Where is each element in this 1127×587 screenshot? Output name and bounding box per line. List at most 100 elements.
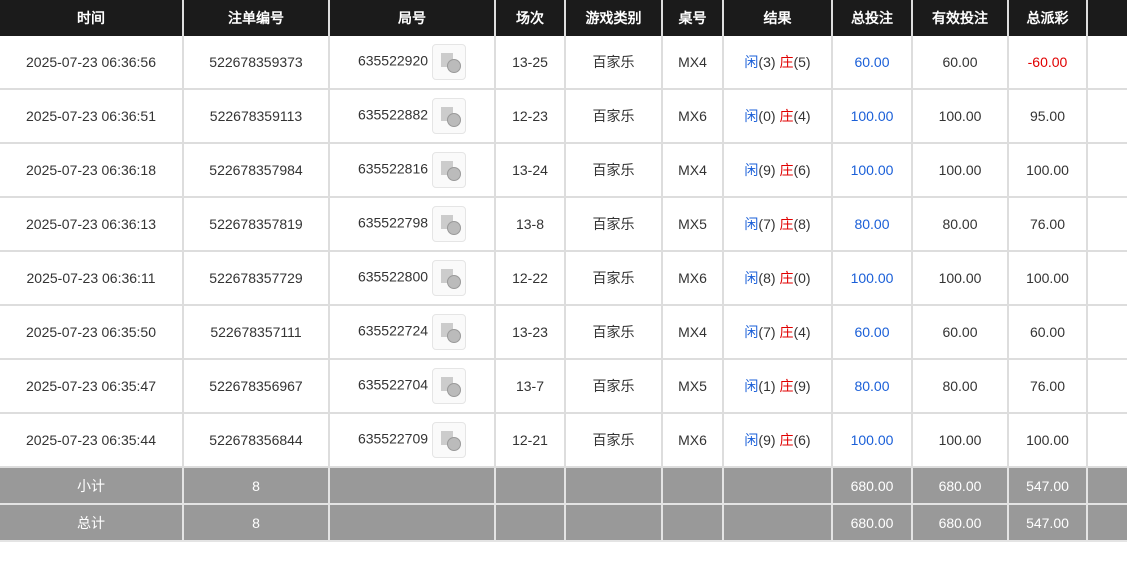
subtotal-payout: 547.00 [1007,467,1088,505]
video-replay-icon[interactable] [432,314,467,350]
player-score: (8) [758,270,776,286]
session-cell: 13-7 [494,359,566,414]
round-number-cell: 635522724 [328,305,496,360]
order-number-cell: 522678357984 [182,143,330,198]
valid-bet-cell: 80.00 [911,359,1009,414]
payout-cell: 100.00 [1007,251,1088,306]
valid-bet-cell: 100.00 [911,143,1009,198]
header-order-number: 注单编号 [183,0,330,36]
subtotal-row: 小计 8 680.00 680.00 547.00 [0,467,1127,505]
session-cell: 13-24 [494,143,566,198]
result-cell: 闲(7) 庄(8) [722,197,833,252]
round-number-cell: 635522798 [328,197,496,252]
video-replay-icon[interactable] [432,260,467,296]
result-cell: 闲(8) 庄(0) [722,251,833,306]
player-score: (0) [758,108,776,124]
payout-cell: 100.00 [1007,413,1088,468]
table-header: 时间 注单编号 局号 场次 游戏类别 桌号 结果 总投注 有效投注 总派彩 [0,0,1127,36]
total-bet-cell: 100.00 [831,251,913,306]
round-number-cell: 635522709 [328,413,496,468]
table-number-cell: MX4 [661,305,724,360]
empty-cell [494,467,566,505]
player-label: 闲 [744,108,759,124]
banker-score: (9) [793,378,811,394]
empty-cell [661,504,724,542]
empty-cell [1086,504,1127,542]
order-number-cell: 522678356844 [182,413,330,468]
time-cell: 2025-07-23 06:36:56 [0,36,184,90]
header-result: 结果 [723,0,833,36]
time-cell: 2025-07-23 06:35:50 [0,305,184,360]
video-replay-icon[interactable] [432,368,467,404]
game-type-cell: 百家乐 [564,36,663,90]
time-cell: 2025-07-23 06:36:18 [0,143,184,198]
time-cell: 2025-07-23 06:36:51 [0,89,184,144]
result-cell: 闲(0) 庄(4) [722,89,833,144]
total-count: 8 [182,504,330,542]
empty-cell [328,467,496,505]
player-score: (1) [758,378,776,394]
table-row: 2025-07-23 06:36:11 522678357729 6355228… [0,251,1127,306]
payout-cell: 100.00 [1007,143,1088,198]
bet-records-table: 时间 注单编号 局号 场次 游戏类别 桌号 结果 总投注 有效投注 总派彩 2025-07-23 … [0,0,1127,542]
empty-cell [1086,413,1127,468]
banker-label: 庄 [779,108,794,124]
round-number: 635522798 [357,214,429,231]
total-payout: 547.00 [1007,504,1088,542]
valid-bet-cell: 60.00 [911,305,1009,360]
valid-bet-cell: 100.00 [911,251,1009,306]
order-number-cell: 522678356967 [182,359,330,414]
order-number-cell: 522678359113 [182,89,330,144]
video-replay-icon[interactable] [432,206,467,242]
round-number: 635522816 [357,160,429,177]
empty-cell [722,504,833,542]
result-cell: 闲(3) 庄(5) [722,36,833,90]
video-replay-icon[interactable] [432,152,467,188]
time-cell: 2025-07-23 06:36:11 [0,251,184,306]
order-number-cell: 522678357819 [182,197,330,252]
banker-score: (4) [793,324,811,340]
payout-cell: -60.00 [1007,36,1088,90]
round-number: 635522704 [357,376,429,393]
total-bet-cell: 100.00 [831,413,913,468]
banker-score: (6) [793,162,811,178]
table-number-cell: MX6 [661,251,724,306]
banker-label: 庄 [779,54,794,70]
player-label: 闲 [744,378,759,394]
session-cell: 13-25 [494,36,566,90]
table-row: 2025-07-23 06:36:51 522678359113 6355228… [0,89,1127,144]
result-cell: 闲(9) 庄(6) [722,413,833,468]
player-label: 闲 [744,54,759,70]
player-score: (7) [758,324,776,340]
banker-score: (8) [793,216,811,232]
video-replay-icon[interactable] [432,422,467,458]
table-number-cell: MX6 [661,413,724,468]
game-type-cell: 百家乐 [564,359,663,414]
header-game-type: 游戏类别 [565,0,663,36]
result-cell: 闲(1) 庄(9) [722,359,833,414]
total-bet-cell: 60.00 [831,36,913,90]
payout-cell: 76.00 [1007,197,1088,252]
round-number-cell: 635522800 [328,251,496,306]
payout-cell: 60.00 [1007,305,1088,360]
session-cell: 12-23 [494,89,566,144]
round-number-cell: 635522920 [328,36,496,90]
video-replay-icon[interactable] [432,44,467,80]
result-cell: 闲(9) 庄(6) [722,143,833,198]
game-type-cell: 百家乐 [564,89,663,144]
player-label: 闲 [744,432,759,448]
player-score: (9) [758,162,776,178]
player-label: 闲 [744,324,759,340]
round-number-cell: 635522882 [328,89,496,144]
subtotal-count: 8 [182,467,330,505]
round-number: 635522724 [357,322,429,339]
table-row: 2025-07-23 06:36:13 522678357819 6355227… [0,197,1127,252]
video-replay-icon[interactable] [432,98,467,134]
header-session: 场次 [495,0,566,36]
round-number: 635522800 [357,268,429,285]
header-valid-bet: 有效投注 [912,0,1009,36]
round-number: 635522709 [357,430,429,447]
banker-label: 庄 [779,324,794,340]
session-cell: 13-23 [494,305,566,360]
subtotal-label: 小计 [0,467,184,505]
